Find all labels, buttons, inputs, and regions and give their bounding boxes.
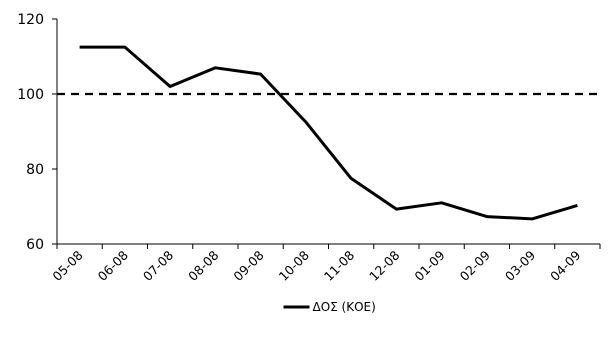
x-tick-label: 12-08 [366, 247, 402, 283]
y-tick-label: 80 [26, 162, 44, 178]
y-tick-label: 120 [17, 12, 44, 28]
legend-label: ΔΟΣ (ΚΟΕ) [313, 300, 376, 314]
legend: ΔΟΣ (ΚΟΕ) [283, 300, 376, 314]
x-tick-label: 02-09 [457, 247, 493, 283]
series-line [79, 45, 578, 221]
x-tick-label: 11-08 [321, 247, 357, 283]
x-tick-label: 01-09 [411, 247, 447, 283]
x-tick-label: 08-08 [185, 247, 221, 283]
x-tick-label: 05-08 [49, 247, 85, 283]
y-tick-label: 100 [17, 87, 44, 103]
x-tick-label: 10-08 [276, 247, 312, 283]
x-tick-label: 07-08 [140, 247, 176, 283]
x-tick-label: 09-08 [230, 247, 266, 283]
x-tick-label: 04-09 [547, 247, 583, 283]
x-tick-label: 03-09 [502, 247, 538, 283]
x-tick-label: 06-08 [95, 247, 131, 283]
y-tick-label: 60 [26, 237, 44, 253]
y-axis-ticks: 60 80 100 120 [17, 12, 57, 253]
x-axis-ticks: 05-08 06-08 07-08 08-08 09-08 10-08 11-08 12-08… [49, 244, 601, 284]
